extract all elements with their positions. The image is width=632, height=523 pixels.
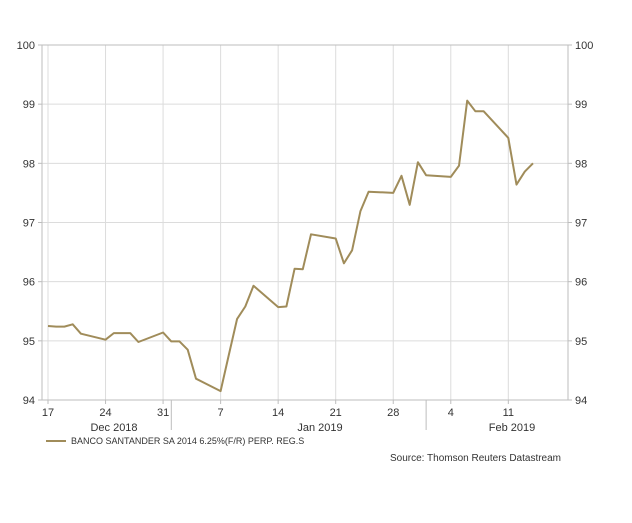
legend: BANCO SANTANDER SA 2014 6.25%(F/R) PERP.… [46,436,304,446]
data-point [113,332,115,334]
x-tick-label: 28 [387,407,399,419]
y-tick-label-right: 98 [575,158,587,170]
data-point [55,325,57,327]
data-point [474,110,476,112]
series-line [47,99,534,393]
data-point [351,249,353,251]
data-point [285,305,287,307]
y-axis-left: 94 95 96 97 98 99 100 [17,40,42,407]
y-tick-label-left: 94 [23,395,35,407]
x-axis: 17 24 31 7 14 21 28 4 11 Dec 2018 Jan 2019 Feb 2019 [42,400,535,434]
data-point [359,210,361,212]
data-point [310,233,312,235]
data-point [47,325,49,327]
data-point [302,268,304,270]
data-point [400,175,402,177]
y-tick-label-right: 94 [575,395,587,407]
source-note: Source: Thomson Reuters Datastream [390,453,561,464]
y-tick-label-left: 95 [23,336,35,348]
y-tick-label-right: 99 [575,99,587,111]
data-point [104,339,106,341]
x-tick-label: 14 [272,407,284,419]
data-point [458,165,460,167]
data-point [425,174,427,176]
data-point [466,99,468,101]
data-point [367,191,369,193]
data-point [343,262,345,264]
data-point [515,183,517,185]
data-point [507,137,509,139]
month-label: Dec 2018 [90,422,137,434]
data-point [187,349,189,351]
data-point [178,340,180,342]
x-tick-label: 24 [99,407,111,419]
y-tick-label-left: 100 [17,40,35,52]
data-point [483,110,485,112]
data-point [532,162,534,164]
data-point [137,341,139,343]
month-label: Jan 2019 [297,422,342,434]
x-tick-label: 21 [330,407,342,419]
data-point [63,325,65,327]
data-point [129,332,131,334]
data-point [392,192,394,194]
x-tick-label: 31 [157,407,169,419]
data-point [162,331,164,333]
y-axis-right: 94 95 96 97 98 99 100 [568,40,593,407]
grid-lines [42,44,568,401]
data-point [417,161,419,163]
month-label: Feb 2019 [489,422,535,434]
y-tick-label-left: 96 [23,277,35,289]
data-point [170,340,172,342]
y-tick-label-right: 96 [575,277,587,289]
series-layer [47,99,534,393]
data-point [72,323,74,325]
y-tick-label-right: 100 [575,40,593,52]
x-tick-label: 17 [42,407,54,419]
y-tick-label-left: 98 [23,158,35,170]
data-point [252,285,254,287]
data-point [409,204,411,206]
data-point [244,305,246,307]
x-tick-label: 11 [503,407,514,419]
data-point [121,332,123,334]
data-point [236,318,238,320]
y-tick-label-right: 97 [575,218,587,230]
y-tick-label-left: 97 [23,218,35,230]
data-point [450,176,452,178]
data-point [195,378,197,380]
legend-label: BANCO SANTANDER SA 2014 6.25%(F/R) PERP.… [71,436,304,446]
data-point [524,170,526,172]
data-point [335,237,337,239]
x-tick-label: 4 [448,407,454,419]
y-tick-label-right: 95 [575,336,587,348]
data-point [277,306,279,308]
data-point [293,268,295,270]
x-tick-label: 7 [218,407,224,419]
y-tick-label-left: 99 [23,99,35,111]
data-point [228,354,230,356]
data-point [80,333,82,335]
data-point [219,390,221,392]
